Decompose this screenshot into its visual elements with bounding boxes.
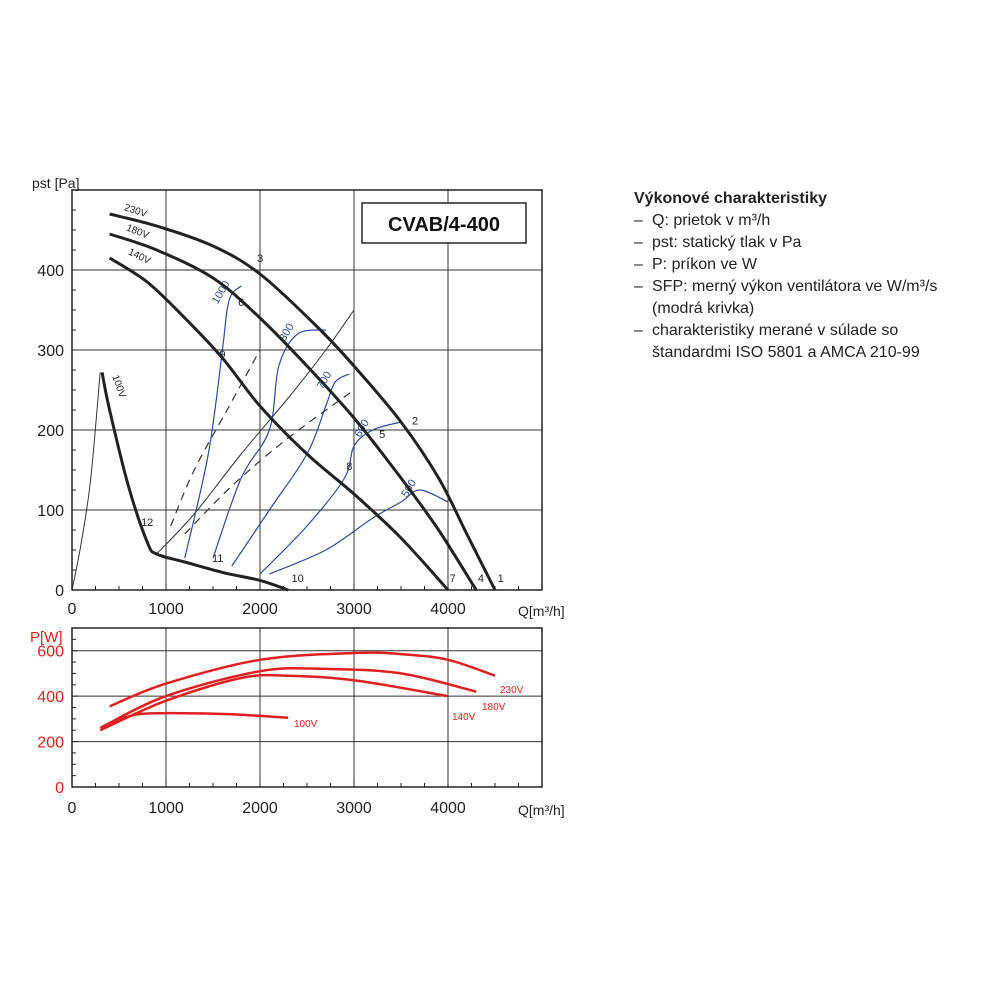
power-curve-label: 100V [294,719,318,730]
y-tick-label: 200 [37,423,64,440]
sfp-curve [269,489,449,575]
legend-item: – SFP: merný výkon ventilátora ve W/m³/s [634,276,994,298]
fan-curve-label: 140V [126,247,152,267]
operating-point-label: 12 [141,517,153,529]
legend-text: charakteristiky merané v súlade so [652,322,899,339]
sfp-curve [212,329,326,559]
pressure-chart: 0 1000 2000 3000 4000 0 100 200 300 400 pst [Pa] Q[… [32,175,565,619]
legend-item: štandardmi ISO 5801 a AMCA 210-99 [634,342,994,364]
power-curve-label: 140V [452,712,476,723]
power-curve [99,666,477,730]
power-curve-label: 180V [482,702,506,713]
sfp-curve [259,421,402,575]
title-box [361,202,527,244]
power-y-tick-label: 600 [37,644,64,661]
legend-item: – P: príkon ve W [634,254,994,276]
operating-point-label: 5 [379,429,385,441]
power-curve [109,711,289,725]
power-plot-frame [71,627,543,788]
legend-dash: – [634,278,643,295]
legend-item: (modrá krivka) [634,298,994,320]
legend-text: P: príkon ve W [652,256,757,273]
legend-item: – charakteristiky merané v súlade so [634,320,994,342]
fan-curve-label: 100V [109,374,127,400]
x-tick-label: 4000 [430,601,466,618]
power-x-tick-label: 3000 [336,800,372,817]
operating-point-label: 8 [346,461,352,473]
operating-point-label: 11 [212,553,223,565]
operating-point-label: 3 [257,253,263,265]
legend-text: štandardmi ISO 5801 a AMCA 210-99 [652,344,920,361]
power-y-tick-label: 0 [55,780,64,797]
legend-text: (modrá krivka) [652,300,755,317]
legend-dash: – [634,256,643,273]
power-curve [99,673,449,732]
y-tick-label: 300 [37,343,64,360]
x-axis-label: Q[m³/h] [518,603,565,619]
operating-point-label: 4 [478,573,484,585]
operating-point-label: 2 [412,415,418,427]
operating-point-label: 7 [450,573,456,585]
power-y-axis-label: P[W] [30,629,63,646]
legend-dash: – [634,234,643,251]
operating-point-label: 10 [291,573,303,585]
legend-dash: – [634,322,643,339]
legend-text: pst: statický tlak v Pa [652,234,802,251]
power-curve-label: 230V [500,685,524,696]
legend-item: – pst: statický tlak v Pa [634,232,994,254]
sfp-curve [231,373,350,567]
system-curve [71,372,101,591]
operating-point-label: 6 [238,297,244,309]
legend-dash: – [634,212,643,229]
legend-item: – Q: prietok v m³/h [634,210,994,232]
chart-title: CVAB/4-400 [388,214,500,236]
power-y-tick-label: 400 [37,689,64,706]
power-x-tick-label: 0 [68,800,77,817]
legend-text: Q: prietok v m³/h [652,212,771,229]
power-curve [109,651,496,708]
dashed-curve [170,349,261,527]
y-tick-label: 0 [55,583,64,600]
power-y-tick-label: 200 [37,735,64,752]
x-tick-label: 3000 [336,601,372,618]
fan-curve [109,212,497,591]
x-tick-label: 1000 [148,601,184,618]
dashed-curve [184,389,355,535]
x-tick-label: 0 [68,601,77,618]
legend-items: – Q: prietok v m³/h – pst: statický tlak v … [634,210,994,364]
y-axis-label: pst [Pa] [32,175,79,191]
x-tick-label: 2000 [242,601,278,618]
system-curve [156,309,355,555]
fan-curve [108,256,450,592]
legend-text: SFP: merný výkon ventilátora ve W/m³/s [652,278,938,295]
power-x-tick-label: 1000 [148,800,184,817]
fan-curve [100,372,289,592]
fan-curve [109,232,478,591]
legend-panel: Výkonové charakteristiky – Q: prietok v m… [634,188,994,364]
y-tick-label: 400 [37,263,64,280]
operating-point-label: 1 [498,573,504,585]
power-x-tick-label: 4000 [430,800,466,817]
sfp-curve-label: 800 [277,322,297,344]
operating-point-label: 9 [219,349,225,361]
power-x-tick-label: 2000 [242,800,278,817]
y-tick-label: 100 [37,503,64,520]
legend-title: Výkonové charakteristiky [634,190,827,207]
power-x-axis-label: Q[m³/h] [518,802,565,818]
